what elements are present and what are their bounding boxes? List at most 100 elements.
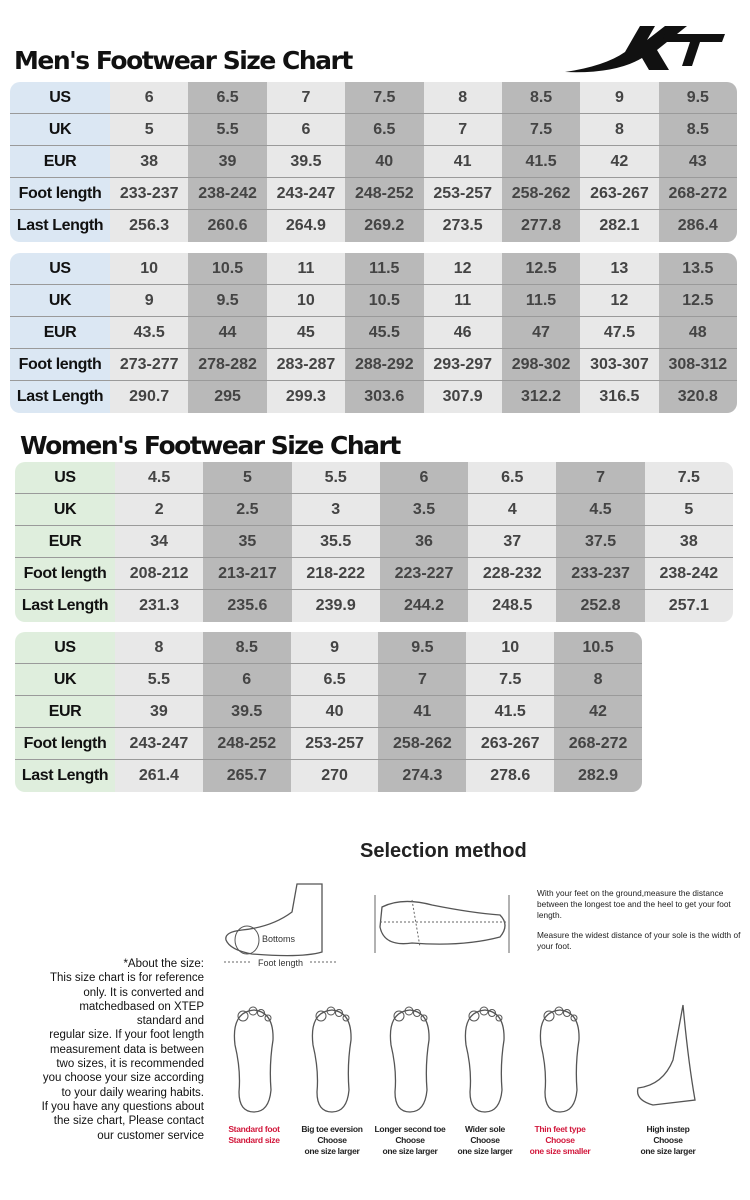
row-labels: US UK EUR Foot length Last Length	[10, 253, 110, 413]
size-cell: 283-287	[266, 349, 346, 381]
row-label-text: Last Length	[16, 388, 104, 405]
row-label: Last Length	[10, 381, 110, 413]
foot-type-illustration	[233, 1006, 274, 1113]
size-cell: 308-312	[658, 349, 737, 381]
size-cell: 8	[423, 82, 502, 114]
size-cell: 3.5	[379, 494, 469, 526]
size-cell: 244.2	[403, 597, 444, 614]
row-label-text: UK	[53, 500, 77, 518]
size-cell: 248.5	[492, 597, 533, 614]
size-cell: 248-252	[202, 728, 291, 760]
womens-chart-title: Women's Footwear Size Chart	[20, 431, 401, 460]
row-label-text: Last Length	[21, 597, 109, 614]
size-cell: 35	[203, 526, 292, 558]
size-column: 12.5 11.5 47 298-302 312.2	[501, 253, 581, 413]
size-cell: 11	[266, 253, 346, 285]
size-cell: 253-257	[290, 728, 379, 760]
caption-line: Choose	[653, 1135, 683, 1145]
size-cell: 265.7	[226, 767, 267, 784]
row-label: UK	[10, 114, 110, 146]
size-cell: 47.5	[580, 317, 659, 349]
caption-line: Choose	[317, 1135, 347, 1145]
size-cell: 252.8	[580, 597, 621, 614]
note-line: regular size. If your foot length	[49, 1029, 204, 1042]
size-cell: 42	[554, 696, 642, 728]
size-cell: 290.7	[129, 388, 170, 405]
size-column: 7.5 5 38 238-242 257.1	[644, 462, 733, 622]
size-column: 10.5 9.5 44 278-282 295	[188, 253, 267, 413]
size-cell: 46	[423, 317, 502, 349]
row-label-text: US	[49, 88, 71, 106]
size-cell: 268-272	[658, 178, 737, 210]
womens-size-table-1: US UK EUR Foot length Last Length 4.5 2 34 208-2…	[15, 462, 733, 622]
size-cell: 320.8	[677, 388, 718, 405]
size-cell: 7.5	[501, 114, 581, 146]
size-column: 12 11 46 293-297 307.9	[423, 253, 502, 413]
size-cell: 5.5	[188, 114, 267, 146]
caption-line: one size larger	[304, 1146, 360, 1156]
size-cell: 9	[580, 82, 659, 114]
row-label: US	[10, 82, 110, 114]
row-label: UK	[10, 285, 110, 317]
caption-line: Standard foot	[228, 1124, 280, 1134]
size-column: 10.5 8 42 268-272 282.9	[554, 632, 642, 792]
size-cell: 39.5	[202, 696, 291, 728]
size-cell: 5.5	[115, 664, 203, 696]
size-column: 5.5 3 35.5 218-222 239.9	[291, 462, 380, 622]
size-cell: 7.5	[345, 82, 424, 114]
size-cell: 9.5	[658, 82, 737, 114]
size-column: 8.5 7.5 41.5 258-262 277.8	[501, 82, 581, 242]
size-cell: 45	[266, 317, 346, 349]
row-label-text: US	[49, 259, 71, 277]
row-label-text: UK	[48, 291, 72, 309]
size-cell: 4.5	[115, 462, 204, 494]
row-label-text: Foot length	[18, 184, 102, 202]
size-column: 7 4.5 37.5 233-237 252.8	[556, 462, 645, 622]
row-label: Foot length	[10, 349, 110, 381]
mens-chart-title: Men's Footwear Size Chart	[14, 46, 353, 75]
size-cell: 278-282	[188, 349, 267, 381]
size-cell: 9.5	[188, 285, 267, 317]
size-cell: 38	[644, 526, 733, 558]
measure-instructions: With your feet on the ground,measure the…	[537, 888, 747, 952]
size-column: 8 5.5 39 243-247 261.4	[115, 632, 203, 792]
row-labels: US UK EUR Foot length Last Length	[15, 462, 115, 622]
note-line: If you have any questions about	[41, 1100, 204, 1113]
foot-type-caption: Big toe eversion Choose one size larger	[294, 1124, 370, 1157]
row-label-text: EUR	[43, 323, 77, 341]
caption-line: High instep	[646, 1124, 690, 1134]
foot-width-instruction: Measure the widest distance of your sole…	[537, 930, 741, 951]
row-label-text: US	[54, 638, 76, 656]
size-cell: 42	[580, 146, 659, 178]
row-label-text: Last Length	[21, 767, 109, 784]
size-cell: 10.5	[345, 285, 424, 317]
size-cell: 8.5	[658, 114, 737, 146]
size-cell: 12	[580, 285, 659, 317]
size-cell: 273.5	[442, 217, 483, 234]
size-cell: 282.9	[578, 767, 619, 784]
size-cell: 8	[554, 664, 642, 696]
size-cell: 258-262	[378, 728, 467, 760]
note-line: This size chart is for reference	[49, 972, 204, 985]
size-cell: 7	[556, 462, 645, 494]
note-line: matchedbased on XTEP	[79, 1000, 204, 1013]
size-cell: 238-242	[188, 178, 267, 210]
size-cell: 6	[379, 462, 469, 494]
row-label: Last Length	[15, 590, 115, 622]
size-cell: 286.4	[677, 217, 718, 234]
row-label: EUR	[15, 696, 115, 728]
size-cell: 2.5	[203, 494, 292, 526]
row-label: US	[15, 462, 115, 494]
size-cell: 40	[345, 146, 424, 178]
caption-line: Big toe eversion	[301, 1124, 363, 1134]
size-cell: 243-247	[115, 728, 203, 760]
size-cell: 295	[214, 388, 241, 405]
size-cell: 9	[110, 285, 189, 317]
foot-type-illustration	[389, 1006, 430, 1113]
size-cell: 231.3	[139, 597, 180, 614]
size-cell: 274.3	[402, 767, 443, 784]
size-cell: 43.5	[110, 317, 189, 349]
size-cell: 11.5	[345, 253, 424, 285]
size-cell: 45.5	[345, 317, 424, 349]
size-cell: 2	[115, 494, 204, 526]
